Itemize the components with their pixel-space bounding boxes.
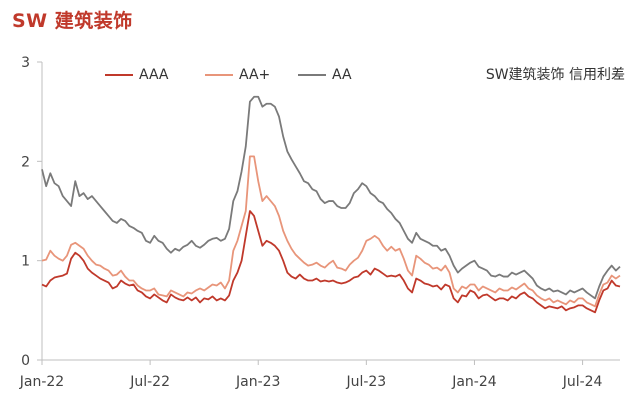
chart-series-layer bbox=[41, 95, 621, 314]
chart-annotation: SW建筑装饰 信用利差 bbox=[486, 67, 625, 83]
legend-label: AA+ bbox=[239, 67, 270, 83]
x-tick-label: Jan-24 bbox=[451, 374, 497, 390]
x-tick-label: Jan-23 bbox=[235, 374, 280, 390]
page-title: SW 建筑装饰 bbox=[12, 10, 133, 32]
chart-legend: AAA AA+ AA bbox=[105, 67, 352, 83]
series-line-aa bbox=[41, 95, 621, 300]
legend-label: AAA bbox=[139, 67, 169, 83]
y-tick-label: 1 bbox=[21, 254, 30, 270]
x-tick-label: Jul-24 bbox=[562, 374, 603, 390]
chart-axes: 0 1 2 3 Jan-22 Jul-22 Jan-23 Jul-23 Jan-24 Jul-24 bbox=[19, 55, 620, 390]
y-tick-label: 0 bbox=[21, 353, 30, 369]
x-tick-label: Jul-22 bbox=[129, 374, 170, 390]
series-line-aa-plus bbox=[41, 155, 621, 308]
x-tick-label: Jul-23 bbox=[345, 374, 386, 390]
x-tick-label: Jan-22 bbox=[19, 374, 64, 390]
y-tick-label: 2 bbox=[21, 154, 30, 170]
series-line-aaa bbox=[41, 210, 621, 314]
legend-label: AA bbox=[332, 67, 352, 83]
y-tick-label: 3 bbox=[21, 55, 30, 71]
